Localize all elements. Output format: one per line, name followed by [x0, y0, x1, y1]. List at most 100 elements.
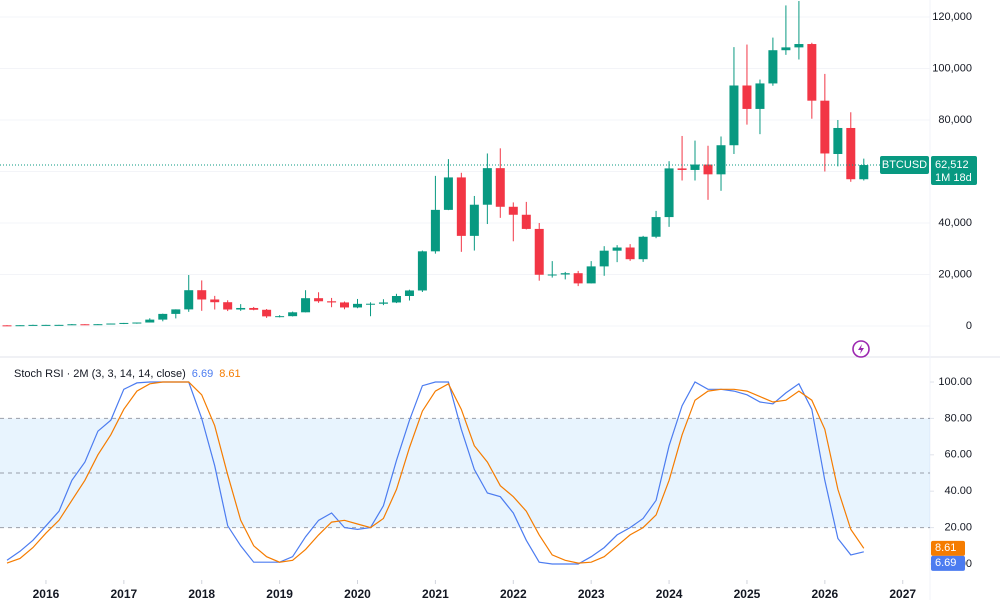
- candle-body: [729, 85, 739, 146]
- y-tick-label: 40,000: [938, 217, 972, 229]
- y-tick-label: 40.00: [944, 485, 972, 497]
- symbol-tag: [880, 156, 929, 175]
- y-tick-label: 80,000: [938, 114, 972, 126]
- x-tick-label: 2023: [578, 587, 605, 600]
- candle-body: [469, 204, 479, 236]
- candle-body: [534, 228, 544, 275]
- candle-body: [755, 83, 765, 109]
- candle-body: [547, 274, 557, 276]
- candle-body: [703, 164, 713, 175]
- candle-body: [586, 266, 596, 284]
- candle-body: [846, 127, 856, 180]
- candle-body: [859, 165, 869, 180]
- candle-body: [404, 290, 414, 297]
- candle-body: [664, 168, 674, 218]
- candle-body: [197, 290, 207, 300]
- x-tick-label: 2024: [656, 587, 683, 600]
- candle-body: [521, 214, 531, 229]
- candle-body: [184, 290, 194, 310]
- candle-body: [807, 44, 817, 101]
- candle-body: [599, 250, 609, 267]
- candle-body: [275, 316, 285, 318]
- candle-body: [340, 302, 350, 308]
- x-tick-label: 2019: [266, 587, 293, 600]
- candle-body: [833, 127, 843, 154]
- candle-body: [794, 44, 804, 48]
- candle-body: [781, 47, 791, 51]
- candle-body: [249, 307, 259, 310]
- candle-body: [158, 313, 168, 320]
- candle-body: [236, 307, 246, 310]
- x-tick-label: 2026: [811, 587, 838, 600]
- candle-body: [301, 298, 311, 313]
- candle-body: [80, 324, 90, 326]
- x-tick-label: 2017: [110, 587, 137, 600]
- candle-body: [262, 309, 272, 317]
- candle-body: [560, 273, 570, 275]
- price-tag-label: 62,512: [935, 159, 969, 171]
- x-tick-label: 2022: [500, 587, 527, 600]
- x-tick-label: 2020: [344, 587, 371, 600]
- candle-body: [508, 206, 518, 215]
- candle-body: [106, 323, 116, 325]
- x-tick-label: 2018: [188, 587, 215, 600]
- candle-body: [378, 302, 388, 304]
- candle-body: [430, 209, 440, 252]
- stoch-line: [6, 381, 865, 564]
- x-tick-label: 2016: [33, 587, 60, 600]
- indicator-value: 6.69: [192, 368, 213, 380]
- x-tick-label: 2027: [889, 587, 916, 600]
- x-tick-label: 2021: [422, 587, 449, 600]
- candle-body: [314, 298, 324, 302]
- candle-body: [638, 236, 648, 260]
- candle-body: [366, 303, 376, 305]
- value-tag-label: 6.69: [935, 557, 956, 569]
- value-tag: [931, 555, 965, 571]
- y-tick-label: 0: [966, 320, 972, 332]
- y-tick-label: 20.00: [944, 522, 972, 534]
- candle-body: [54, 324, 64, 326]
- candle-body: [327, 301, 337, 303]
- replay-icon[interactable]: [852, 340, 870, 358]
- candle-body: [15, 325, 25, 327]
- candle-body: [353, 303, 363, 308]
- value-tag: [931, 540, 965, 556]
- value-tag-label: 8.61: [935, 542, 956, 554]
- candle-body: [93, 324, 103, 326]
- candle-body: [651, 217, 661, 237]
- candle-body: [391, 296, 401, 303]
- candle-body: [482, 168, 492, 205]
- y-tick-label: 100.00: [938, 376, 972, 388]
- y-tick-label: 120,000: [932, 11, 972, 23]
- candle-body: [223, 302, 233, 310]
- y-tick-label: 60.00: [944, 449, 972, 461]
- candle-body: [820, 100, 830, 154]
- y-tick-label: 20,000: [938, 268, 972, 280]
- candle-body: [67, 324, 77, 326]
- candle-body: [495, 168, 505, 207]
- candle-body: [677, 168, 687, 170]
- candle-body: [132, 322, 142, 324]
- indicator-value: 8.61: [219, 368, 240, 380]
- x-tick-label: 2025: [734, 587, 761, 600]
- y-tick-label: 80.00: [944, 412, 972, 424]
- candle-body: [41, 324, 51, 326]
- candle-body: [28, 324, 38, 326]
- candle-body: [210, 299, 220, 303]
- symbol-tag-label: BTCUSD: [882, 159, 927, 171]
- candle-body: [742, 85, 752, 109]
- candle-body: [612, 247, 622, 251]
- candle-body: [417, 251, 427, 291]
- indicator-title: Stoch RSI · 2M (3, 3, 14, 14, close): [14, 368, 186, 380]
- candle-body: [573, 273, 583, 284]
- candle-body: [768, 50, 778, 84]
- candle-body: [625, 247, 635, 260]
- candle-body: [690, 164, 700, 170]
- y-tick-label: 100,000: [932, 62, 972, 74]
- candle-body: [716, 145, 726, 175]
- candle-body: [443, 177, 453, 210]
- candle-body: [2, 325, 12, 327]
- candle-body: [288, 312, 298, 317]
